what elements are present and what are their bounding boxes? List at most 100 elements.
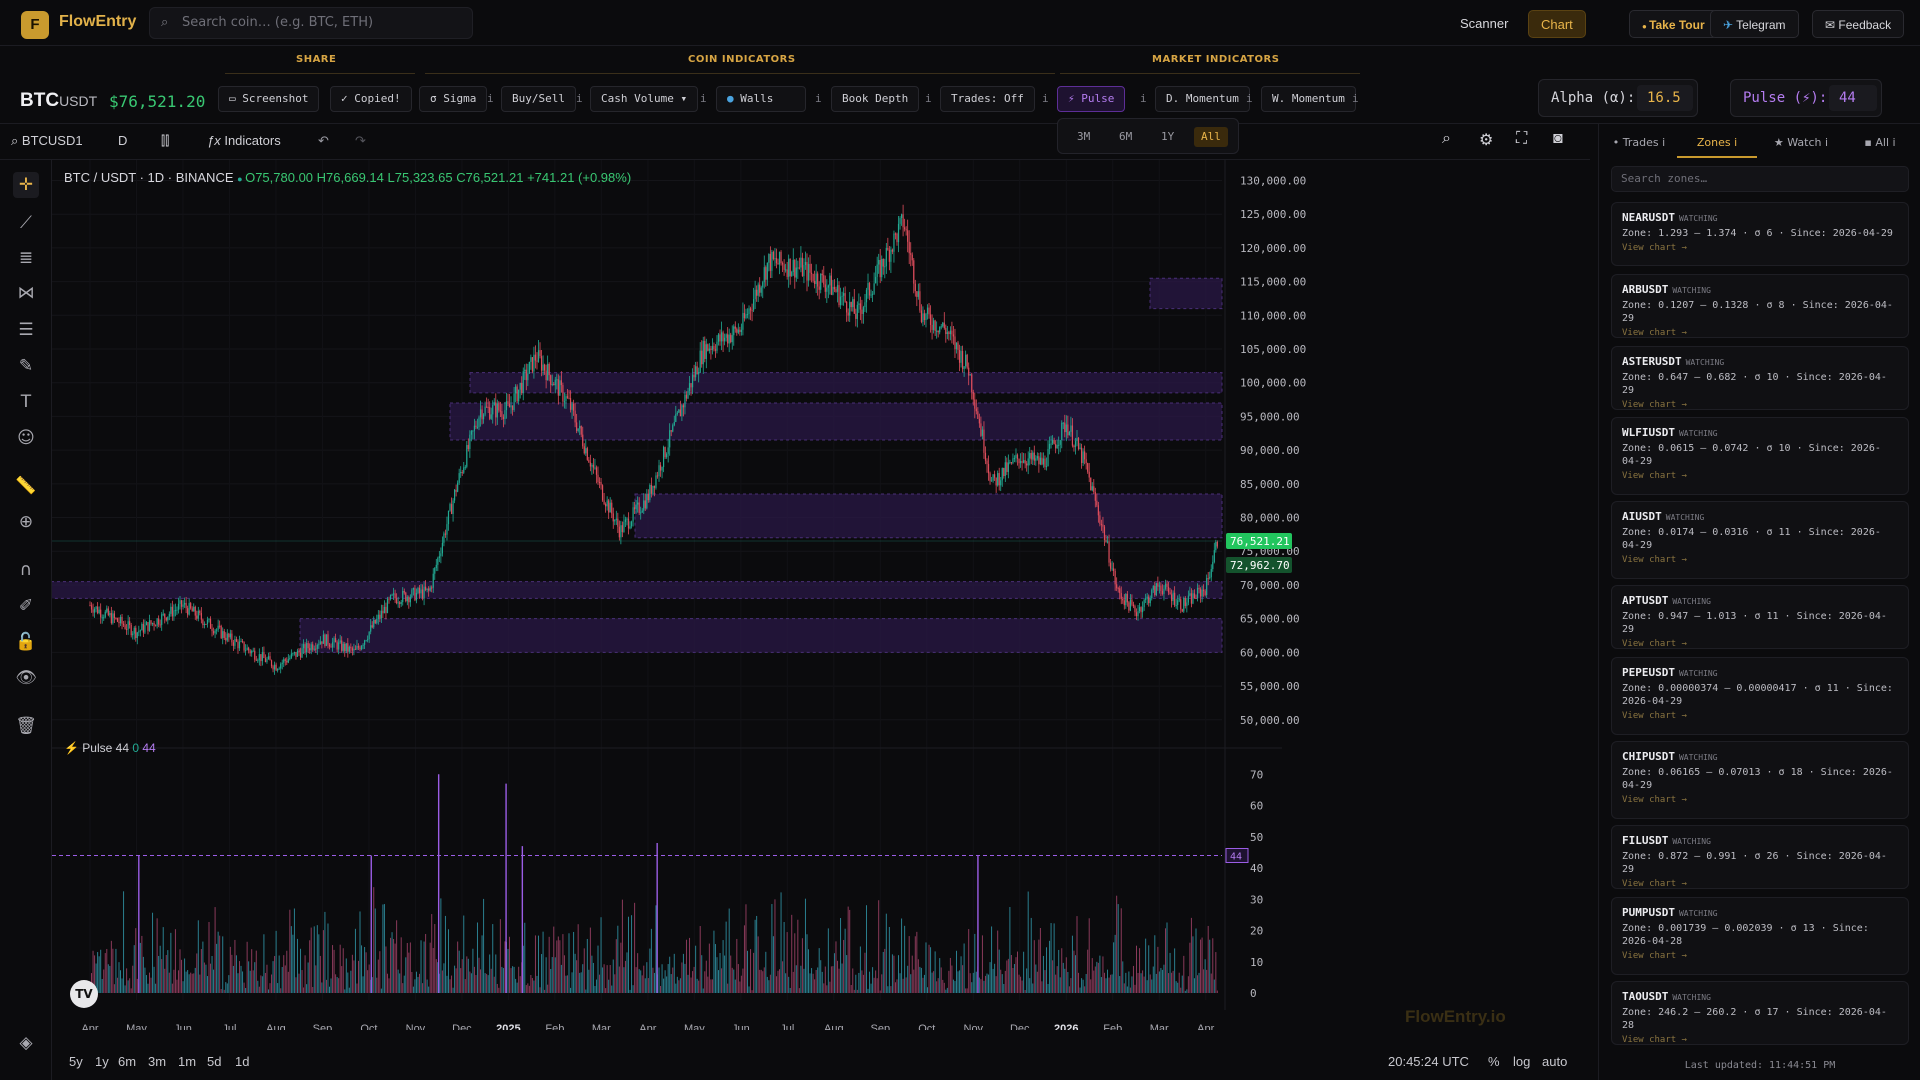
price-chart[interactable]: 130,000.00 125,000.00 120,000.00 115,000.00… <box>52 160 1590 1030</box>
walls-toggle[interactable]: ● Walls <box>716 86 806 112</box>
range-5d[interactable]: 5d <box>207 1054 222 1069</box>
zone-card[interactable]: ASTERUSDT WATCHING Zone: 0.647 – 0.682 · σ… <box>1611 346 1909 410</box>
zoom-in-icon[interactable]: ⊕ <box>18 512 34 532</box>
view-chart-link[interactable]: View chart → <box>1622 328 1688 338</box>
view-chart-link[interactable]: View chart → <box>1622 711 1688 721</box>
zone-card[interactable]: AIUSDT WATCHING Zone: 0.0174 – 0.0316 · σ … <box>1611 501 1909 579</box>
emoji-icon[interactable]: ☺ <box>17 428 35 448</box>
chart-symbol-search[interactable]: ⌕ BTCUSD1 <box>11 133 83 149</box>
pattern-icon[interactable]: ⋈ <box>17 283 35 303</box>
lock-drawing-icon[interactable]: ✐ <box>18 596 34 616</box>
book-depth-toggle[interactable]: Book Depth <box>831 86 920 112</box>
zone-card[interactable]: NEARUSDT WATCHING Zone: 1.293 – 1.374 · σ … <box>1611 202 1909 266</box>
copied-button[interactable]: ✓ Copied! <box>330 86 412 112</box>
chart-type-icon[interactable]: ⫿⫿ <box>161 133 170 148</box>
range-1m[interactable]: 1m <box>178 1054 197 1069</box>
nav-chart-button[interactable]: Chart <box>1528 10 1586 38</box>
tab-zones[interactable]: Zones i <box>1677 128 1757 158</box>
lock-icon[interactable]: 🔓 <box>15 632 37 652</box>
tab-watch[interactable]: ★ Watch i <box>1773 136 1829 149</box>
view-chart-link[interactable]: View chart → <box>1622 471 1688 481</box>
cashvol-info-icon[interactable]: i <box>700 92 707 105</box>
settings-gear-icon[interactable]: ⚙ <box>1479 132 1494 149</box>
nav-scanner[interactable]: Scanner <box>1460 16 1509 31</box>
eye-icon[interactable]: 👁 <box>15 668 37 688</box>
zone-card[interactable]: FILUSDT WATCHING Zone: 0.872 – 0.991 · σ 2… <box>1611 825 1909 889</box>
interval-button[interactable]: D <box>118 133 128 148</box>
redo-icon[interactable]: ↷ <box>355 133 366 148</box>
app-logo-icon[interactable]: F <box>21 11 49 39</box>
weekly-momentum-toggle[interactable]: W. Momentum <box>1261 86 1356 112</box>
view-chart-link[interactable]: View chart → <box>1622 795 1688 805</box>
bookdepth-info-icon[interactable]: i <box>925 92 932 105</box>
view-chart-link[interactable]: View chart → <box>1622 1035 1688 1045</box>
percent-toggle[interactable]: % <box>1488 1054 1500 1069</box>
magnet-icon[interactable]: ∩ <box>19 560 33 580</box>
zone-card[interactable]: PEPEUSDT WATCHING Zone: 0.00000374 – 0.000… <box>1611 657 1909 735</box>
zone-card[interactable]: WLFIUSDT WATCHING Zone: 0.0615 – 0.0742 · … <box>1611 417 1909 495</box>
trash-icon[interactable]: 🗑 <box>15 716 37 736</box>
feedback-button[interactable]: ✉ Feedback <box>1812 10 1905 38</box>
sigma-info-icon[interactable]: i <box>487 92 494 105</box>
fib-levels-icon[interactable]: ≣ <box>18 248 34 268</box>
replay-icon[interactable]: ⌕ <box>1442 130 1451 147</box>
zone-card[interactable]: TAOUSDT WATCHING Zone: 246.2 – 260.2 · σ 1… <box>1611 981 1909 1045</box>
range-3m[interactable]: 3m <box>148 1054 167 1069</box>
app-name[interactable]: FlowEntry <box>59 13 137 30</box>
view-chart-link[interactable]: View chart → <box>1622 555 1688 565</box>
ruler-icon[interactable]: 📏 <box>15 476 37 496</box>
daily-momentum-toggle[interactable]: D. Momentum <box>1155 86 1250 112</box>
coin-search-input[interactable]: ⌕ Search coin… (e.g. BTC, ETH) <box>149 7 473 39</box>
view-chart-link[interactable]: View chart → <box>1622 639 1688 649</box>
range-tab-all[interactable]: All <box>1194 127 1228 147</box>
range-6m[interactable]: 6m <box>118 1054 137 1069</box>
sigma-toggle[interactable]: σ Sigma <box>419 86 488 112</box>
view-chart-link[interactable]: View chart → <box>1622 879 1688 889</box>
text-icon[interactable]: T <box>20 392 32 412</box>
range-1y[interactable]: 1y <box>95 1054 109 1069</box>
auto-toggle[interactable]: auto <box>1542 1054 1568 1069</box>
telegram-button[interactable]: ✈ Telegram <box>1710 10 1799 38</box>
range-tab-1y[interactable]: 1Y <box>1161 130 1175 143</box>
range-tab-3m[interactable]: 3M <box>1077 130 1091 143</box>
trades-info-icon[interactable]: i <box>1042 92 1049 105</box>
walls-info-icon[interactable]: i <box>815 92 822 105</box>
pulse-toggle[interactable]: ⚡ Pulse <box>1057 86 1126 112</box>
range-tab-6m[interactable]: 6M <box>1119 130 1133 143</box>
screenshot-button[interactable]: ▭ Screenshot <box>218 86 320 112</box>
camera-icon[interactable]: ◙ <box>1553 130 1563 147</box>
tab-trades[interactable]: • Trades i <box>1612 136 1666 149</box>
view-chart-link[interactable]: View chart → <box>1622 951 1688 961</box>
wmom-info-icon[interactable]: i <box>1352 92 1359 105</box>
pulse-input[interactable]: 44 <box>1829 85 1877 111</box>
dmom-info-icon[interactable]: i <box>1246 92 1253 105</box>
indicators-button[interactable]: ƒx Indicators <box>207 133 281 148</box>
range-5y[interactable]: 5y <box>69 1054 83 1069</box>
buysell-info-icon[interactable]: i <box>576 92 583 105</box>
crosshair-icon[interactable]: ✛ <box>13 172 39 198</box>
zone-card[interactable]: CHIPUSDT WATCHING Zone: 0.06165 – 0.07013 … <box>1611 741 1909 819</box>
tab-all[interactable]: ▪ All i <box>1864 136 1896 149</box>
zone-card[interactable]: APTUSDT WATCHING Zone: 0.947 – 1.013 · σ 1… <box>1611 585 1909 649</box>
candle-body <box>939 326 941 333</box>
zone-card[interactable]: ARBUSDT WATCHING Zone: 0.1207 – 0.1328 · σ… <box>1611 274 1909 338</box>
take-tour-button[interactable]: ● Take Tour <box>1629 10 1718 38</box>
trend-line-icon[interactable]: ⟋ <box>20 213 32 233</box>
view-chart-link[interactable]: View chart → <box>1622 400 1688 410</box>
layers-icon[interactable]: ◈ <box>19 1033 33 1053</box>
view-chart-link[interactable]: View chart → <box>1622 243 1688 253</box>
trades-toggle[interactable]: Trades: Off <box>940 86 1035 112</box>
zone-card[interactable]: PUMPUSDT WATCHING Zone: 0.001739 – 0.00203… <box>1611 897 1909 975</box>
pulse-info-icon[interactable]: i <box>1140 92 1147 105</box>
brush-icon[interactable]: ✎ <box>18 356 34 376</box>
cash-volume-dropdown[interactable]: Cash Volume ▾ <box>590 86 699 112</box>
forecast-icon[interactable]: ☰ <box>18 320 34 340</box>
log-toggle[interactable]: log <box>1513 1054 1531 1069</box>
undo-icon[interactable]: ↶ <box>318 133 329 148</box>
zones-search-input[interactable]: Search zones… <box>1611 166 1909 192</box>
fullscreen-icon[interactable]: ⛶ <box>1516 130 1528 147</box>
range-1d[interactable]: 1d <box>235 1054 250 1069</box>
buysell-toggle[interactable]: Buy/Sell <box>501 86 576 112</box>
alpha-input[interactable]: 16.5 <box>1637 85 1693 111</box>
tradingview-logo-icon[interactable]: TV <box>70 980 98 1008</box>
